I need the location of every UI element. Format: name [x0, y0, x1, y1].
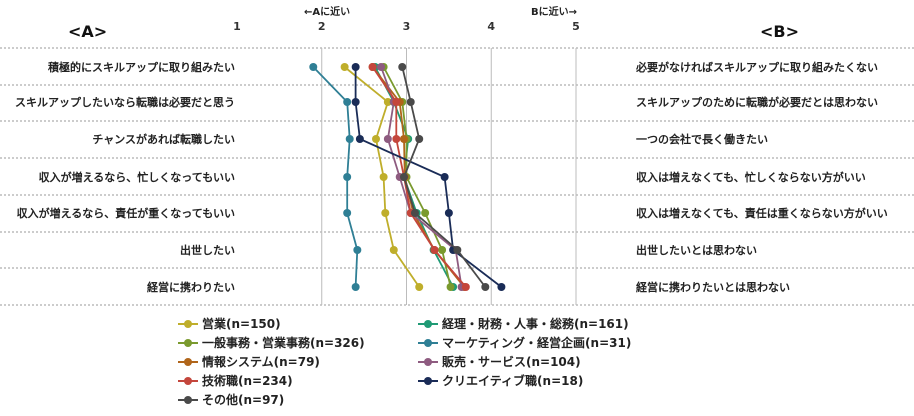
data-point: [406, 98, 415, 106]
right-row-label: 収入は増えなくても、忙しくならない方がいい: [636, 170, 866, 184]
data-point: [446, 283, 455, 291]
legend-label: 営業(n=150): [202, 316, 281, 331]
legend-item: マーケティング・経営企画(n=31): [418, 335, 631, 350]
legend-item: 販売・サービス(n=104): [418, 354, 581, 369]
data-point: [430, 246, 439, 254]
data-point: [368, 63, 377, 71]
data-point: [421, 209, 430, 217]
data-point: [438, 246, 447, 254]
x-tick-label: 5: [572, 20, 580, 33]
legend-item: 技術職(n=234): [178, 373, 293, 388]
series-layer: [309, 63, 506, 291]
direction-b-label: Bに近い→: [531, 5, 577, 18]
left-row-label: 収入が増えるなら、忙しくなってもいい: [39, 170, 235, 184]
legend-swatch-marker: [424, 358, 432, 366]
legend-label: 販売・サービス(n=104): [442, 354, 581, 369]
data-point: [343, 173, 352, 181]
x-tick-label: 3: [403, 20, 411, 33]
data-point: [383, 98, 392, 106]
left-row-label: 経営に携わりたい: [147, 280, 235, 294]
data-point: [371, 135, 380, 143]
series-group: [309, 63, 362, 291]
legend-label: その他(n=97): [202, 392, 284, 407]
legend-swatch-marker: [184, 320, 192, 328]
data-point: [461, 283, 470, 291]
data-point: [399, 173, 408, 181]
right-row-label: 一つの会社で長く働きたい: [636, 132, 768, 146]
data-point: [398, 63, 407, 71]
right-row-label: 必要がなければスキルアップに取り組みたくない: [635, 60, 878, 74]
data-point: [343, 98, 352, 106]
right-row-label: 経営に携わりたいとは思わない: [636, 280, 790, 294]
data-point: [309, 63, 318, 71]
data-point: [377, 63, 386, 71]
legend-label: 一般事務・営業事務(n=326): [202, 335, 365, 350]
legend-item: 営業(n=150): [178, 316, 281, 331]
left-row-label: 積極的にスキルアップに取り組みたい: [47, 60, 235, 74]
x-tick-label: 4: [487, 20, 495, 33]
legend-swatch-marker: [184, 377, 192, 385]
data-point: [415, 283, 424, 291]
data-point: [345, 135, 354, 143]
legend-item: 一般事務・営業事務(n=326): [178, 335, 365, 350]
data-point: [353, 246, 362, 254]
series-line: [354, 67, 502, 288]
legend-swatch-marker: [184, 339, 192, 347]
data-point: [340, 63, 349, 71]
legend-label: クリエイティブ職(n=18): [442, 373, 583, 388]
data-point: [351, 98, 360, 106]
data-point: [399, 135, 408, 143]
gridlines: [0, 47, 914, 306]
right-header: <B>: [760, 22, 799, 41]
data-point: [453, 246, 462, 254]
data-point: [410, 209, 419, 217]
legend-item: その他(n=97): [178, 392, 284, 407]
data-point: [497, 283, 506, 291]
legend-label: 情報システム(n=79): [202, 354, 320, 369]
left-row-label: 収入が増えるなら、責任が重くなってもいい: [17, 206, 235, 220]
series-group: [351, 63, 506, 291]
data-point: [392, 98, 401, 106]
row-labels: 積極的にスキルアップに取り組みたいスキルアップしたいなら転職は必要だと思うチャン…: [15, 60, 888, 294]
legend: 営業(n=150) 経理・財務・人事・総務(n=161) 一般事務・営業事務(n=3…: [178, 316, 631, 407]
data-point: [392, 135, 401, 143]
right-row-label: スキルアップのために転職が必要だとは思わない: [636, 95, 878, 109]
left-row-label: 出世したい: [180, 243, 235, 257]
legend-item: 情報システム(n=79): [178, 354, 320, 369]
data-point: [379, 173, 388, 181]
data-point: [440, 173, 449, 181]
left-row-label: スキルアップしたいなら転職は必要だと思う: [15, 95, 235, 109]
x-tick-label: 2: [318, 20, 326, 33]
data-point: [343, 209, 352, 217]
direction-a-label: ←Aに近い: [304, 5, 350, 18]
data-point: [351, 63, 360, 71]
series-group: [340, 63, 424, 291]
legend-swatch-marker: [424, 377, 432, 385]
x-tick-labels: 1 2 3 4 5: [233, 20, 580, 33]
legend-swatch-marker: [184, 396, 192, 404]
x-tick-label: 1: [233, 20, 241, 33]
legend-label: 経理・財務・人事・総務(n=161): [442, 316, 629, 331]
left-header: <A>: [68, 22, 107, 41]
series-group: [398, 63, 490, 291]
left-row-label: チャンスがあれば転職したい: [92, 132, 235, 146]
data-point: [415, 135, 424, 143]
legend-item: クリエイティブ職(n=18): [418, 373, 583, 388]
data-point: [389, 246, 398, 254]
legend-label: 技術職(n=234): [202, 373, 293, 388]
legend-label: マーケティング・経営企画(n=31): [442, 335, 631, 350]
data-point: [381, 209, 390, 217]
right-row-label: 収入は増えなくても、責任は重くならない方がいい: [636, 206, 888, 220]
right-row-label: 出世したいとは思わない: [636, 243, 757, 257]
data-point: [481, 283, 490, 291]
data-point: [355, 135, 364, 143]
legend-swatch-marker: [424, 339, 432, 347]
data-point: [444, 209, 453, 217]
data-point: [351, 283, 360, 291]
legend-swatch-marker: [424, 320, 432, 328]
data-point: [383, 135, 392, 143]
legend-item: 経理・財務・人事・総務(n=161): [418, 316, 629, 331]
legend-swatch-marker: [184, 358, 192, 366]
